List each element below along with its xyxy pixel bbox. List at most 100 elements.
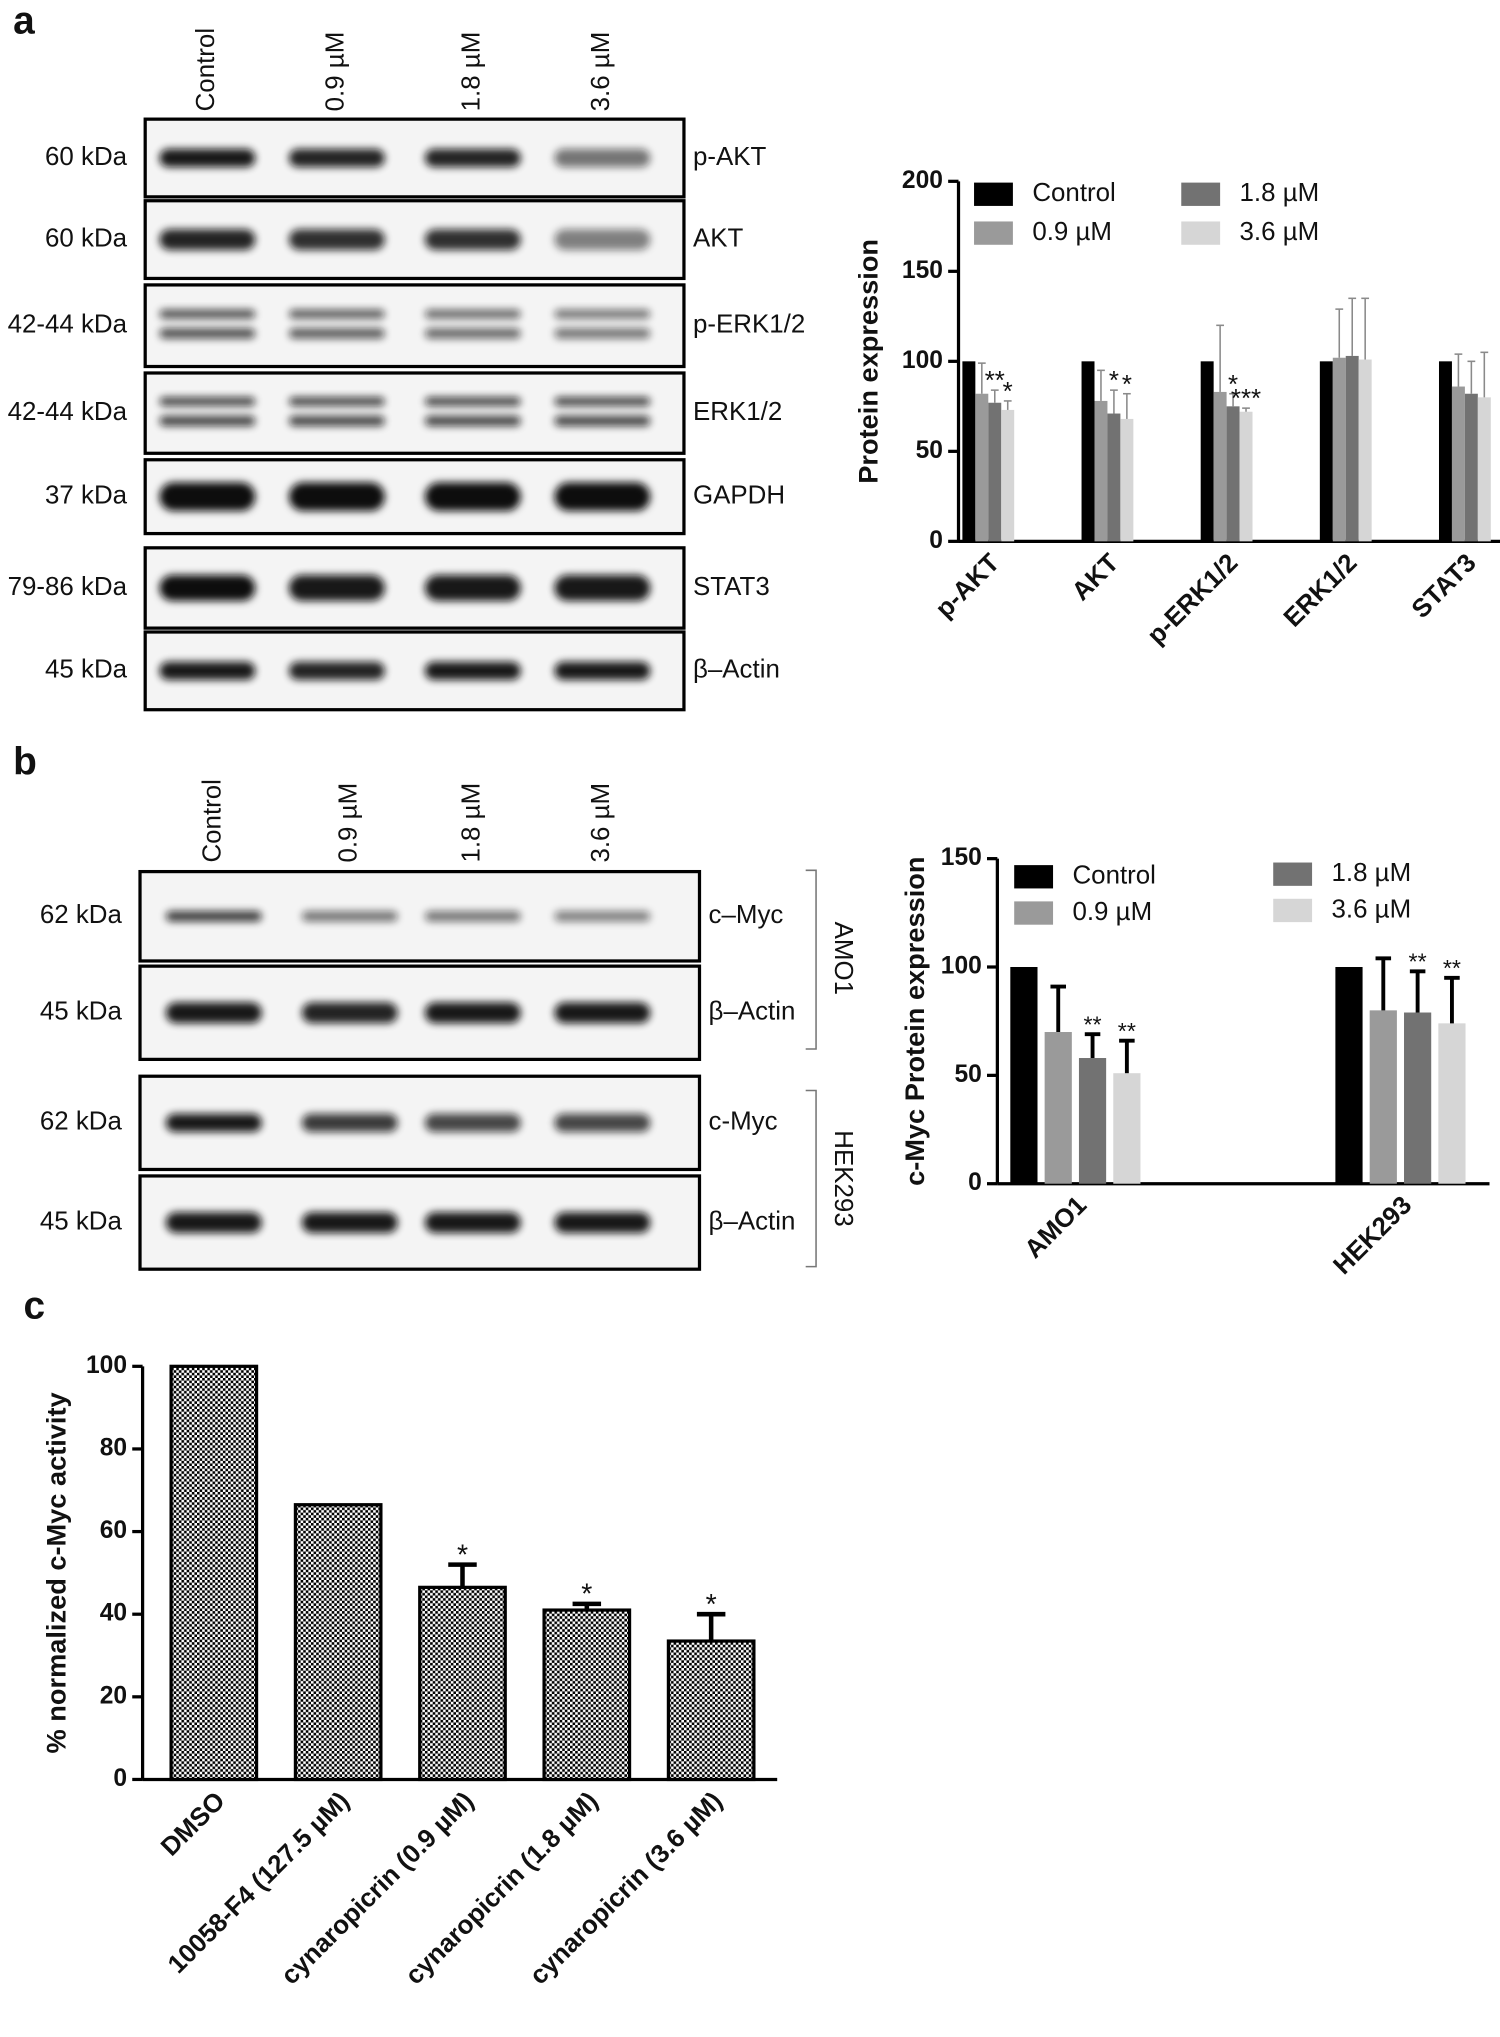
- bar: [1369, 1010, 1397, 1184]
- cell-line-label: HEK293: [829, 1130, 857, 1226]
- protein-label: STAT3: [693, 573, 770, 601]
- bar: [1438, 1023, 1466, 1184]
- y-tick-label: 150: [941, 844, 982, 871]
- blot-band: [554, 148, 651, 168]
- x-tick-label: HEK293: [1328, 1191, 1417, 1280]
- blot-band: [159, 396, 256, 407]
- blot-band: [288, 661, 385, 680]
- blot-band: [554, 229, 651, 250]
- lane-label: 0.9 µM: [335, 783, 363, 863]
- blot-band: [554, 1113, 651, 1132]
- blot-band: [159, 148, 256, 168]
- blot-band: [424, 661, 521, 680]
- legend-label: 1.8 µM: [1240, 179, 1320, 207]
- lane-label: 0.9 µM: [322, 32, 350, 112]
- blot-band: [165, 1212, 262, 1233]
- legend-label: 3.6 µM: [1240, 218, 1320, 246]
- blot-band: [301, 911, 398, 922]
- x-tick-label: p-ERK1/2: [1142, 549, 1243, 650]
- bar: [1120, 418, 1134, 542]
- blot-band: [424, 911, 521, 922]
- protein-label: c–Myc: [709, 901, 784, 929]
- blot-band: [554, 575, 651, 601]
- blot-band: [424, 575, 521, 601]
- legend-swatch: [1014, 901, 1054, 925]
- y-tick-label: 200: [902, 167, 943, 194]
- bar: [962, 361, 976, 542]
- bar: [666, 1639, 756, 1782]
- bar: [1010, 967, 1038, 1184]
- blot-band: [554, 309, 651, 319]
- blot-band: [288, 482, 385, 511]
- blot-band: [159, 328, 256, 339]
- y-tick-label: 80: [100, 1434, 127, 1461]
- significance: **: [1083, 1012, 1101, 1038]
- bar: [1113, 1073, 1141, 1184]
- blot-frame: [143, 371, 686, 455]
- significance: **: [1118, 1018, 1136, 1044]
- blot-band: [424, 229, 521, 250]
- y-tick-label: 0: [113, 1765, 127, 1792]
- blot-band: [301, 1212, 398, 1233]
- legend-label: 0.9 µM: [1032, 218, 1112, 246]
- blot-band: [288, 328, 385, 339]
- bar: [542, 1608, 632, 1782]
- x-tick-label: p-AKT: [930, 549, 1005, 624]
- molecular-weight: 37 kDa: [45, 482, 128, 510]
- blot-band: [159, 482, 256, 511]
- blot-band: [288, 148, 385, 168]
- significance: *: [1122, 371, 1132, 399]
- protein-label: AKT: [693, 224, 744, 252]
- molecular-weight: 62 kDa: [40, 1108, 123, 1136]
- bar: [1107, 413, 1121, 542]
- y-tick-label: 50: [916, 437, 943, 464]
- significance: *: [1003, 378, 1013, 406]
- y-axis-label: c-Myc Protein expression: [899, 856, 930, 1185]
- legend-label: Control: [1032, 179, 1115, 207]
- blot-band: [301, 1113, 398, 1132]
- bar: [1081, 361, 1095, 542]
- protein-label: ERK1/2: [693, 398, 782, 426]
- blot-band: [424, 1002, 521, 1024]
- significance: *: [1109, 367, 1119, 395]
- lane-label: 1.8 µM: [458, 783, 486, 863]
- significance: *: [1228, 371, 1238, 399]
- bar: [1345, 355, 1359, 542]
- y-tick-label: 60: [100, 1517, 127, 1544]
- y-tick-label: 100: [941, 953, 982, 980]
- molecular-weight: 62 kDa: [40, 901, 123, 929]
- significance: *: [581, 1579, 592, 1611]
- legend-swatch: [1273, 898, 1313, 923]
- x-tick-label: ERK1/2: [1279, 549, 1363, 633]
- blot-band: [288, 229, 385, 250]
- bar: [1001, 409, 1015, 542]
- bar: [988, 402, 1002, 542]
- y-tick-label: 20: [100, 1682, 127, 1709]
- x-tick-label: AKT: [1067, 549, 1125, 607]
- lane-label: Control: [199, 779, 227, 862]
- significance: **: [1443, 955, 1461, 981]
- blot-band: [301, 1002, 398, 1024]
- bracket: [805, 869, 817, 1050]
- panel-label: b: [13, 740, 37, 783]
- molecular-weight: 60 kDa: [45, 143, 128, 171]
- blot-band: [424, 328, 521, 339]
- molecular-weight: 45 kDa: [45, 656, 128, 684]
- legend-label: 0.9 µM: [1072, 898, 1152, 926]
- bar: [1319, 361, 1333, 542]
- molecular-weight: 45 kDa: [40, 1207, 123, 1235]
- y-axis-label: Protein expression: [853, 239, 884, 484]
- bar: [975, 393, 989, 542]
- molecular-weight: 79-86 kDa: [8, 573, 128, 601]
- bar: [418, 1585, 507, 1782]
- y-tick-label: 100: [902, 347, 943, 374]
- blot-band: [424, 309, 521, 319]
- y-tick-label: 150: [902, 257, 943, 284]
- blot-band: [159, 415, 256, 427]
- legend-swatch: [1273, 862, 1313, 886]
- bar: [169, 1364, 259, 1782]
- legend-swatch: [974, 221, 1013, 245]
- blot-band: [165, 1113, 262, 1132]
- legend-swatch: [1014, 865, 1054, 889]
